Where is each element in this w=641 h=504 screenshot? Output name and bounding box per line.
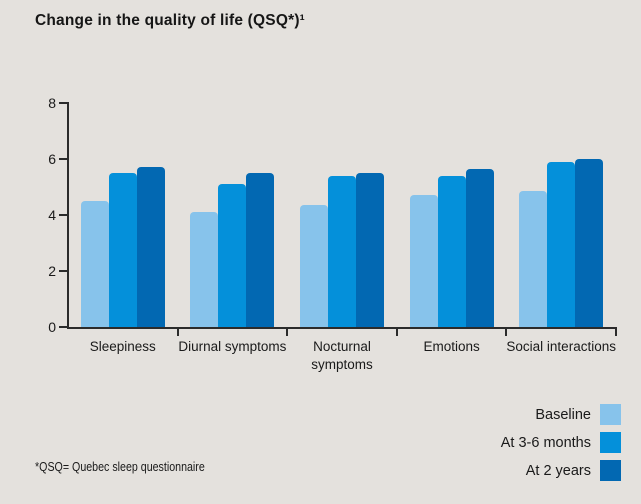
footnote: *QSQ= Quebec sleep questionnaire bbox=[35, 459, 205, 474]
y-tick-mark bbox=[59, 326, 67, 328]
x-tick-mark bbox=[395, 329, 398, 336]
legend: Baseline At 3-6 months At 2 years bbox=[501, 404, 621, 488]
y-tick-label: 2 bbox=[48, 263, 56, 279]
y-tick-label: 4 bbox=[48, 207, 56, 223]
bar-emotions-at-2-years bbox=[465, 168, 494, 327]
y-tick-label: 8 bbox=[48, 95, 56, 111]
legend-label: Baseline bbox=[535, 406, 591, 423]
y-tick-label: 6 bbox=[48, 151, 56, 167]
bar-nocturnal-symptoms-baseline bbox=[300, 205, 328, 327]
legend-row: At 3-6 months bbox=[501, 432, 621, 453]
category-label: Social interactions bbox=[506, 339, 616, 354]
y-tick-mark bbox=[59, 158, 67, 160]
legend-row: At 2 years bbox=[526, 460, 621, 481]
bar-emotions-baseline bbox=[409, 195, 438, 327]
chart-title: Change in the quality of life (QSQ*)¹ bbox=[35, 12, 306, 29]
y-tick-mark bbox=[59, 102, 67, 104]
y-axis-line bbox=[67, 102, 69, 329]
category-label: Diurnal symptoms bbox=[178, 339, 287, 354]
bar-sleepiness-baseline bbox=[80, 201, 109, 327]
legend-swatch bbox=[600, 404, 621, 425]
bar-nocturnal-symptoms-at-3-6-months bbox=[328, 175, 356, 327]
category-label: Emotions bbox=[423, 339, 480, 354]
bar-emotions-at-3-6-months bbox=[437, 175, 466, 327]
y-tick-label: 0 bbox=[48, 319, 56, 335]
legend-row: Baseline bbox=[535, 404, 621, 425]
category-label: Sleepiness bbox=[89, 339, 156, 354]
x-tick-mark bbox=[505, 329, 508, 336]
legend-label: At 2 years bbox=[525, 462, 591, 479]
x-axis-line bbox=[67, 327, 617, 329]
bar-social-interactions-baseline bbox=[519, 191, 548, 327]
bar-diurnal-symptoms-at-3-6-months bbox=[218, 184, 247, 327]
bar-social-interactions-at-2-years bbox=[575, 159, 604, 327]
y-tick-mark bbox=[59, 214, 67, 216]
y-tick-mark bbox=[59, 270, 67, 272]
legend-swatch bbox=[600, 432, 621, 453]
legend-swatch bbox=[600, 460, 621, 481]
x-tick-mark bbox=[615, 329, 617, 336]
bar-nocturnal-symptoms-at-2-years bbox=[356, 173, 384, 327]
bar-sleepiness-at-3-6-months bbox=[108, 173, 137, 327]
x-tick-mark bbox=[286, 329, 289, 336]
category-label: Nocturnal symptoms bbox=[311, 339, 373, 372]
bar-social-interactions-at-3-6-months bbox=[547, 161, 576, 327]
x-tick-mark bbox=[176, 329, 179, 336]
legend-label: At 3-6 months bbox=[500, 434, 591, 451]
bar-diurnal-symptoms-at-2-years bbox=[246, 173, 275, 327]
bar-diurnal-symptoms-baseline bbox=[190, 212, 219, 327]
bar-sleepiness-at-2-years bbox=[136, 167, 165, 327]
